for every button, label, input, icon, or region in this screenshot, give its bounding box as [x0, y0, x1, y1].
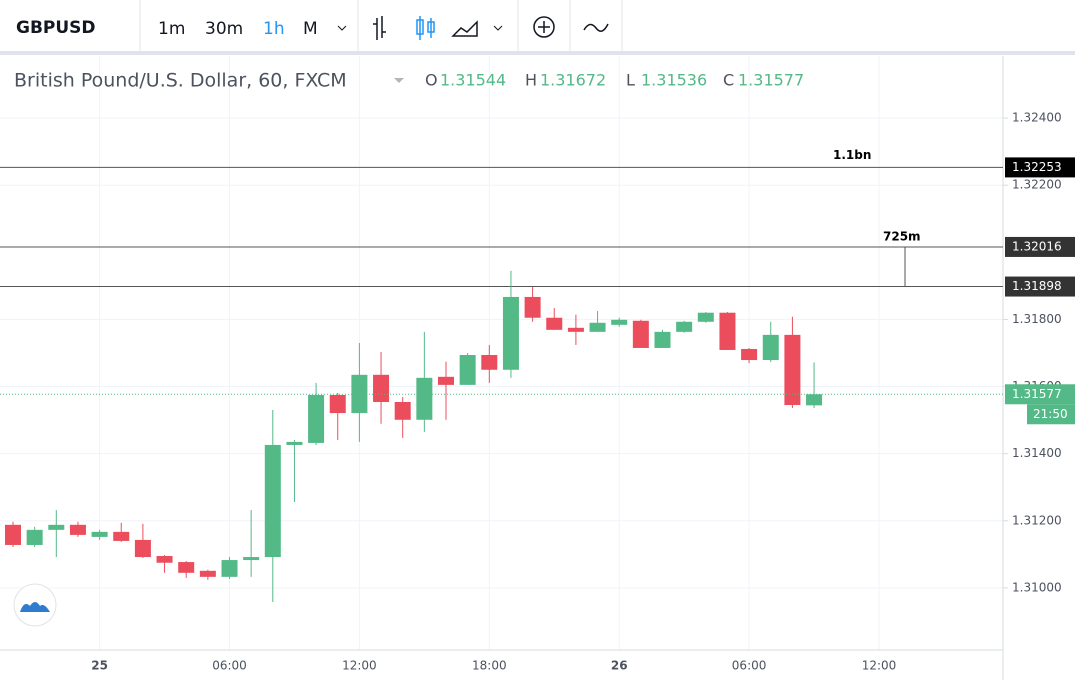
- candle-body: [5, 524, 21, 545]
- level-tag: [1005, 236, 1075, 257]
- dropdown-arrow[interactable]: [337, 25, 347, 31]
- ohlc-value: 1.31672: [540, 71, 606, 90]
- candle-body: [589, 322, 606, 332]
- candle-body: [156, 556, 173, 563]
- level-price: 1.32016: [1012, 239, 1062, 253]
- level-price: 1.31898: [1012, 279, 1062, 293]
- x-tick-label: 12:00: [342, 659, 377, 673]
- candle-body: [719, 312, 736, 350]
- candle-body: [459, 355, 476, 385]
- plus: [538, 21, 550, 33]
- candle-body: [632, 320, 649, 348]
- level-tag: [1005, 276, 1075, 297]
- candle-body: [567, 327, 584, 332]
- interval-active[interactable]: 1h: [263, 19, 285, 39]
- toolbar: [0, 0, 1075, 53]
- candle-body: [697, 312, 714, 322]
- candle-body: [373, 374, 390, 402]
- plot: [0, 56, 1003, 650]
- y-tick-label: 1.31400: [1012, 446, 1062, 460]
- y-tick-label: 1.31800: [1012, 312, 1062, 326]
- logo-mark: [20, 602, 50, 612]
- level-note: 1.1bn: [833, 148, 871, 162]
- x-tick-label: 25: [91, 659, 108, 673]
- x-tick-label: 06:00: [212, 659, 247, 673]
- level-tag: [1005, 157, 1075, 178]
- candle-body: [69, 524, 86, 535]
- candle-body: [481, 355, 498, 370]
- candle-body: [329, 394, 346, 414]
- candle-body: [308, 394, 325, 443]
- last-price-tag: [1005, 384, 1075, 405]
- candle-body: [26, 529, 43, 545]
- x-tick-label: 06:00: [732, 659, 767, 673]
- indicator-icon[interactable]: [583, 23, 609, 32]
- candle-body: [243, 557, 260, 561]
- candle-body: [351, 374, 368, 414]
- add-indicator-icon[interactable]: [533, 16, 555, 38]
- candle-body: [806, 394, 823, 406]
- ohlc-value: 1.31536: [641, 71, 707, 90]
- candle-body: [741, 348, 758, 361]
- interval[interactable]: M: [303, 19, 318, 39]
- ohlc-label: C: [723, 71, 734, 90]
- candle-body: [416, 377, 433, 420]
- candle-body: [48, 524, 65, 530]
- chart-title: British Pound/U.S. Dollar, 60, FXCM: [14, 70, 347, 92]
- candle-body: [221, 560, 238, 577]
- area-icon[interactable]: [451, 20, 478, 37]
- candle-body: [676, 321, 693, 332]
- candle-body: [611, 319, 628, 325]
- y-tick-label: 1.32200: [1012, 178, 1062, 192]
- ohlc-label: H: [525, 71, 537, 90]
- candle-body: [784, 334, 801, 406]
- candle-body: [654, 331, 671, 348]
- x-tick-label: 26: [611, 659, 628, 673]
- candle-body: [286, 441, 303, 445]
- candle-body: [199, 570, 216, 577]
- ohlc-label: L: [626, 71, 635, 90]
- countdown-tag: [1027, 404, 1075, 425]
- candle-body: [438, 376, 454, 385]
- ohlc-label: O: [425, 71, 438, 90]
- y-tick-label: 1.31000: [1012, 580, 1062, 594]
- candle-body: [762, 334, 779, 361]
- x-tick-label: 12:00: [862, 659, 897, 673]
- candle-body: [394, 401, 411, 420]
- level-note: 725m: [883, 229, 921, 243]
- symbol[interactable]: GBPUSD: [16, 18, 96, 38]
- interval[interactable]: 1m: [158, 19, 185, 39]
- interval[interactable]: 30m: [205, 19, 243, 39]
- y-tick-label: 1.32400: [1012, 111, 1062, 125]
- candle-body: [113, 531, 130, 541]
- last-price: 1.31577: [1012, 387, 1062, 401]
- candle-body: [134, 539, 151, 558]
- title-dropdown[interactable]: [394, 78, 404, 83]
- candle-body: [178, 562, 195, 573]
- ohlc-value: 1.31577: [738, 71, 804, 90]
- candle-body: [502, 296, 519, 370]
- dropdown-arrow[interactable]: [493, 25, 503, 31]
- x-tick-label: 18:00: [472, 659, 507, 673]
- countdown: 21:50: [1033, 407, 1068, 421]
- candles-icon[interactable]: [416, 16, 435, 40]
- candle-body: [524, 296, 541, 318]
- ohlc-value: 1.31544: [440, 71, 506, 90]
- candle-body: [264, 444, 281, 558]
- bars-icon[interactable]: [373, 16, 386, 40]
- y-tick-label: 1.31200: [1012, 513, 1062, 527]
- candle-body: [546, 317, 563, 330]
- candle-body: [91, 531, 108, 537]
- level-price: 1.32253: [1012, 160, 1062, 174]
